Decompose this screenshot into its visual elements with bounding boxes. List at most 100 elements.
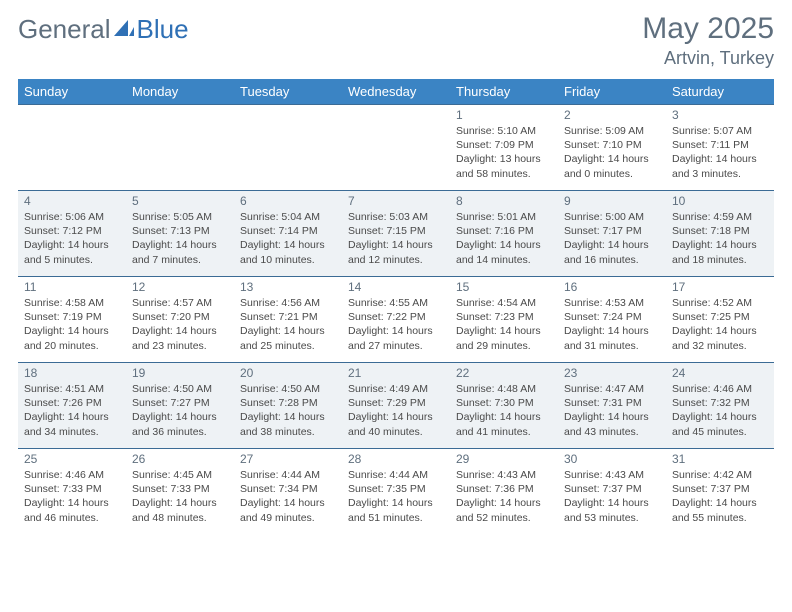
day-number: 16 [564, 280, 660, 294]
weekday-header: Wednesday [342, 79, 450, 105]
day-info: Sunrise: 4:50 AMSunset: 7:28 PMDaylight:… [240, 382, 336, 439]
calendar-day: 29 Sunrise: 4:43 AMSunset: 7:36 PMDayligh… [450, 449, 558, 535]
day-number: 25 [24, 452, 120, 466]
calendar-day: 13 Sunrise: 4:56 AMSunset: 7:21 PMDayligh… [234, 277, 342, 363]
day-number: 30 [564, 452, 660, 466]
day-number: 17 [672, 280, 768, 294]
calendar-day: 12Sunrise: 4:57 AMSunset: 7:20 PMDayligh… [126, 277, 234, 363]
month-title: May 2025 [642, 12, 774, 46]
calendar-day: 2 Sunrise: 5:09 AMSunset: 7:10 PMDaylight… [558, 105, 666, 191]
calendar-day-empty [18, 105, 126, 191]
day-info: Sunrise: 4:47 AMSunset: 7:31 PMDaylight:… [564, 382, 660, 439]
day-info: Sunrise: 5:07 AMSunset: 7:11 PMDaylight:… [672, 124, 768, 181]
sail-icon [113, 14, 135, 45]
day-number: 10 [672, 194, 768, 208]
calendar-week: 25Sunrise: 4:46 AMSunset: 7:33 PMDayligh… [18, 449, 774, 535]
day-info: Sunrise: 4:51 AMSunset: 7:26 PMDaylight:… [24, 382, 120, 439]
day-info: Sunrise: 4:56 AMSunset: 7:21 PMDaylight:… [240, 296, 336, 353]
day-info: Sunrise: 5:01 AMSunset: 7:16 PMDaylight:… [456, 210, 552, 267]
weekday-header: Sunday [18, 79, 126, 105]
calendar-day: 30 Sunrise: 4:43 AMSunset: 7:37 PMDayligh… [558, 449, 666, 535]
day-info: Sunrise: 4:54 AMSunset: 7:23 PMDaylight:… [456, 296, 552, 353]
calendar-day: 25Sunrise: 4:46 AMSunset: 7:33 PMDayligh… [18, 449, 126, 535]
day-number: 21 [348, 366, 444, 380]
calendar-day: 15 Sunrise: 4:54 AMSunset: 7:23 PMDayligh… [450, 277, 558, 363]
day-info: Sunrise: 5:00 AMSunset: 7:17 PMDaylight:… [564, 210, 660, 267]
day-number: 31 [672, 452, 768, 466]
day-number: 22 [456, 366, 552, 380]
day-info: Sunrise: 5:09 AMSunset: 7:10 PMDaylight:… [564, 124, 660, 181]
day-info: Sunrise: 4:46 AMSunset: 7:32 PMDaylight:… [672, 382, 768, 439]
day-info: Sunrise: 4:44 AMSunset: 7:34 PMDaylight:… [240, 468, 336, 525]
calendar-body: 1Sunrise: 5:10 AMSunset: 7:09 PMDaylight… [18, 105, 774, 535]
day-info: Sunrise: 4:53 AMSunset: 7:24 PMDaylight:… [564, 296, 660, 353]
day-number: 26 [132, 452, 228, 466]
day-number: 7 [348, 194, 444, 208]
day-number: 13 [240, 280, 336, 294]
weekday-header: Monday [126, 79, 234, 105]
calendar-day: 4 Sunrise: 5:06 AMSunset: 7:12 PMDaylight… [18, 191, 126, 277]
calendar-head: SundayMondayTuesdayWednesdayThursdayFrid… [18, 79, 774, 105]
title-block: May 2025 Artvin, Turkey [642, 12, 774, 69]
day-info: Sunrise: 4:58 AMSunset: 7:19 PMDaylight:… [24, 296, 120, 353]
calendar-day: 14 Sunrise: 4:55 AMSunset: 7:22 PMDayligh… [342, 277, 450, 363]
calendar-table: SundayMondayTuesdayWednesdayThursdayFrid… [18, 79, 774, 535]
day-number: 29 [456, 452, 552, 466]
day-info: Sunrise: 5:06 AMSunset: 7:12 PMDaylight:… [24, 210, 120, 267]
calendar-day: 16 Sunrise: 4:53 AMSunset: 7:24 PMDayligh… [558, 277, 666, 363]
day-number: 5 [132, 194, 228, 208]
day-info: Sunrise: 4:50 AMSunset: 7:27 PMDaylight:… [132, 382, 228, 439]
day-info: Sunrise: 5:05 AMSunset: 7:13 PMDaylight:… [132, 210, 228, 267]
day-info: Sunrise: 4:49 AMSunset: 7:29 PMDaylight:… [348, 382, 444, 439]
calendar-day: 8 Sunrise: 5:01 AMSunset: 7:16 PMDaylight… [450, 191, 558, 277]
calendar-day: 6Sunrise: 5:04 AMSunset: 7:14 PMDaylight… [234, 191, 342, 277]
day-info: Sunrise: 4:55 AMSunset: 7:22 PMDaylight:… [348, 296, 444, 353]
day-info: Sunrise: 5:03 AMSunset: 7:15 PMDaylight:… [348, 210, 444, 267]
header: General Blue May 2025 Artvin, Turkey [18, 12, 774, 69]
day-info: Sunrise: 4:59 AMSunset: 7:18 PMDaylight:… [672, 210, 768, 267]
day-number: 15 [456, 280, 552, 294]
day-number: 14 [348, 280, 444, 294]
calendar-day: 5 Sunrise: 5:05 AMSunset: 7:13 PMDaylight… [126, 191, 234, 277]
calendar-day: 31 Sunrise: 4:42 AMSunset: 7:37 PMDayligh… [666, 449, 774, 535]
day-number: 27 [240, 452, 336, 466]
calendar-day: 18 Sunrise: 4:51 AMSunset: 7:26 PMDayligh… [18, 363, 126, 449]
day-number: 6 [240, 194, 336, 208]
day-info: Sunrise: 4:42 AMSunset: 7:37 PMDaylight:… [672, 468, 768, 525]
day-info: Sunrise: 4:43 AMSunset: 7:37 PMDaylight:… [564, 468, 660, 525]
brand-logo: General Blue [18, 12, 189, 45]
day-number: 3 [672, 108, 768, 122]
day-number: 18 [24, 366, 120, 380]
calendar-day-empty [342, 105, 450, 191]
day-number: 24 [672, 366, 768, 380]
calendar-day: 26Sunrise: 4:45 AMSunset: 7:33 PMDayligh… [126, 449, 234, 535]
day-number: 4 [24, 194, 120, 208]
calendar-day: 11Sunrise: 4:58 AMSunset: 7:19 PMDayligh… [18, 277, 126, 363]
day-info: Sunrise: 5:10 AMSunset: 7:09 PMDaylight:… [456, 124, 552, 181]
calendar-day: 22 Sunrise: 4:48 AMSunset: 7:30 PMDayligh… [450, 363, 558, 449]
day-number: 8 [456, 194, 552, 208]
day-number: 9 [564, 194, 660, 208]
day-info: Sunrise: 4:52 AMSunset: 7:25 PMDaylight:… [672, 296, 768, 353]
calendar-week: 11Sunrise: 4:58 AMSunset: 7:19 PMDayligh… [18, 277, 774, 363]
day-number: 28 [348, 452, 444, 466]
day-info: Sunrise: 4:48 AMSunset: 7:30 PMDaylight:… [456, 382, 552, 439]
day-number: 19 [132, 366, 228, 380]
weekday-row: SundayMondayTuesdayWednesdayThursdayFrid… [18, 79, 774, 105]
calendar-day: 10 Sunrise: 4:59 AMSunset: 7:18 PMDayligh… [666, 191, 774, 277]
calendar-day: 27 Sunrise: 4:44 AMSunset: 7:34 PMDayligh… [234, 449, 342, 535]
calendar-day: 17 Sunrise: 4:52 AMSunset: 7:25 PMDayligh… [666, 277, 774, 363]
calendar-day: 1Sunrise: 5:10 AMSunset: 7:09 PMDaylight… [450, 105, 558, 191]
weekday-header: Thursday [450, 79, 558, 105]
calendar-day: 9 Sunrise: 5:00 AMSunset: 7:17 PMDaylight… [558, 191, 666, 277]
weekday-header: Saturday [666, 79, 774, 105]
calendar-day: 28Sunrise: 4:44 AMSunset: 7:35 PMDayligh… [342, 449, 450, 535]
day-number: 12 [132, 280, 228, 294]
day-number: 23 [564, 366, 660, 380]
day-info: Sunrise: 4:43 AMSunset: 7:36 PMDaylight:… [456, 468, 552, 525]
brand-part1: General [18, 14, 111, 45]
calendar-day: 24 Sunrise: 4:46 AMSunset: 7:32 PMDayligh… [666, 363, 774, 449]
day-number: 20 [240, 366, 336, 380]
day-number: 2 [564, 108, 660, 122]
calendar-day: 20 Sunrise: 4:50 AMSunset: 7:28 PMDayligh… [234, 363, 342, 449]
